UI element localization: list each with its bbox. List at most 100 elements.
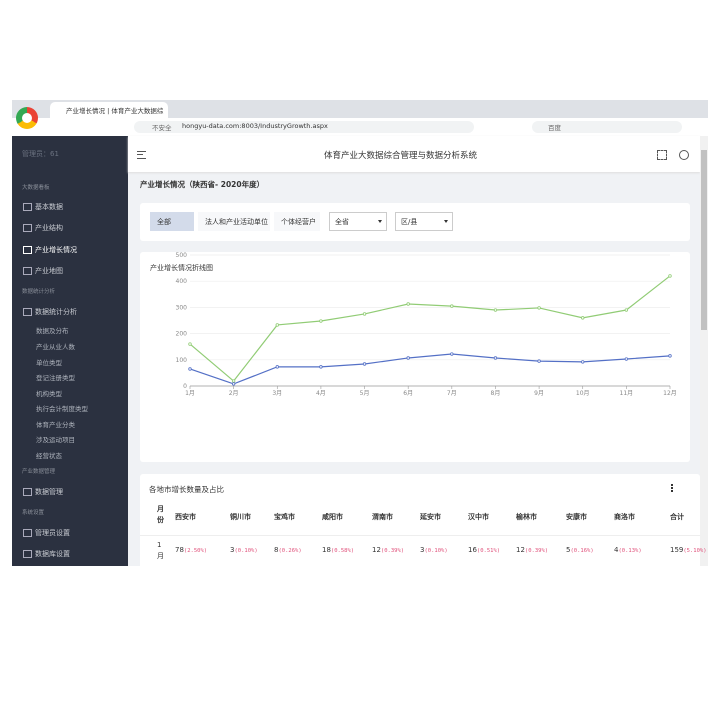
table-card bbox=[140, 474, 700, 566]
column-header: 铜川市 bbox=[230, 513, 251, 521]
menu-toggle[interactable] bbox=[137, 151, 146, 159]
row-label: 1月 bbox=[157, 541, 164, 560]
filter-tab[interactable] bbox=[274, 212, 320, 231]
column-header: 合计 bbox=[670, 513, 684, 521]
submenu-item[interactable]: 登记注册类型 bbox=[36, 374, 75, 382]
user-label: 管理员：61 bbox=[22, 150, 59, 158]
cell-count: 12 bbox=[516, 546, 525, 554]
menu-icon bbox=[23, 246, 32, 254]
section-title: 产业数据管理 bbox=[22, 469, 56, 475]
tab[interactable] bbox=[50, 102, 168, 118]
column-header: 榆林市 bbox=[516, 513, 537, 521]
menu-item[interactable]: 数据统计分析 bbox=[35, 308, 77, 316]
menu-icon bbox=[23, 267, 32, 275]
select-value[interactable]: 区/县 bbox=[401, 218, 418, 226]
menu-item[interactable]: 产业地图 bbox=[35, 267, 63, 275]
x-tick-label: 12月 bbox=[663, 390, 677, 397]
menu-icon bbox=[23, 203, 32, 211]
table-cell: 12(0.39%) bbox=[516, 546, 548, 554]
url-field[interactable] bbox=[134, 121, 474, 133]
submenu-item[interactable]: 经营状态 bbox=[36, 452, 62, 460]
menu-item[interactable]: 管理员设置 bbox=[35, 529, 70, 537]
table-cell: 3(0.10%) bbox=[420, 546, 448, 554]
table-cell: 16(0.51%) bbox=[468, 546, 500, 554]
submenu-item[interactable]: 数据及分布 bbox=[36, 327, 69, 335]
submenu-item[interactable]: 涉及运动项目 bbox=[36, 436, 75, 444]
data-point bbox=[319, 365, 323, 369]
section-title: 数据统计分析 bbox=[22, 289, 56, 295]
more-button[interactable] bbox=[671, 484, 675, 492]
x-tick-label: 2月 bbox=[229, 390, 239, 397]
menu-icon bbox=[23, 488, 32, 496]
cell-count: 159 bbox=[670, 546, 684, 554]
filter-tab-label[interactable]: 法人和产业活动单位 bbox=[205, 218, 268, 226]
table-cell: 159(5.10%) bbox=[670, 546, 707, 554]
cell-percent: (0.39%) bbox=[380, 548, 405, 554]
cell-count: 5 bbox=[566, 546, 571, 554]
menu-item[interactable]: 数据库设置 bbox=[35, 550, 70, 558]
filter-tab-label[interactable]: 个体经营户 bbox=[281, 218, 316, 226]
menu-icon bbox=[23, 308, 32, 316]
url-text[interactable]: hongyu-data.com:8003/IndustryGrowth.aspx bbox=[182, 122, 328, 130]
column-header: 宝鸡市 bbox=[274, 513, 295, 521]
column-header: 月份 bbox=[157, 505, 164, 524]
browser-window: 产业增长情况折线图 0 100 200 300 400 500 1月 2月 3月 4月 5月 6月 7月 8… bbox=[12, 100, 708, 566]
page-title: 产业增长情况（陕西省- 2020年度） bbox=[140, 180, 265, 189]
search-engine: 百度 bbox=[548, 124, 561, 132]
data-point bbox=[493, 356, 498, 360]
cell-percent: (0.16%) bbox=[570, 548, 594, 554]
select-value[interactable]: 全省 bbox=[335, 218, 349, 226]
x-tick-label: 1月 bbox=[185, 390, 195, 397]
cell-percent: (5.10%) bbox=[683, 548, 707, 554]
filter-tab-label[interactable]: 全部 bbox=[157, 218, 171, 226]
menu-item[interactable]: 基本数据 bbox=[35, 203, 63, 211]
x-tick-label: 6月 bbox=[403, 390, 413, 397]
search-field[interactable] bbox=[532, 121, 682, 133]
table-cell: 3(0.10%) bbox=[230, 546, 258, 554]
menu-icon bbox=[23, 550, 32, 558]
submenu-item[interactable]: 产业从业人数 bbox=[36, 343, 75, 351]
menu-item[interactable]: 产业增长情况 bbox=[35, 246, 77, 254]
system-title: 体育产业大数据综合管理与数据分析系统 bbox=[324, 151, 478, 161]
menu-item[interactable]: 数据管理 bbox=[35, 488, 63, 496]
column-header: 商洛市 bbox=[614, 513, 635, 521]
data-point bbox=[406, 302, 410, 306]
cell-percent: (2.50%) bbox=[183, 548, 208, 554]
data-point bbox=[581, 360, 585, 364]
data-point bbox=[188, 367, 192, 371]
menu-item[interactable]: 产业结构 bbox=[35, 224, 63, 232]
cell-percent: (0.51%) bbox=[476, 548, 501, 554]
cell-percent: (0.39%) bbox=[524, 548, 549, 554]
submenu-item[interactable]: 执行会计制度类型 bbox=[36, 405, 88, 413]
browser-logo bbox=[16, 107, 38, 129]
x-tick-label: 7月 bbox=[447, 390, 457, 397]
select[interactable] bbox=[329, 212, 387, 231]
select[interactable] bbox=[395, 212, 453, 231]
fullscreen-button[interactable] bbox=[657, 150, 667, 160]
x-tick-label: 4月 bbox=[316, 390, 326, 397]
submenu-item[interactable]: 体育产业分类 bbox=[36, 421, 75, 429]
series-line bbox=[189, 353, 671, 385]
table-cell: 12(0.39%) bbox=[372, 546, 404, 554]
cell-count: 18 bbox=[322, 546, 331, 554]
filter-tab[interactable] bbox=[150, 212, 194, 231]
line-chart: 产业增长情况折线图 0 100 200 300 400 500 1月 2月 3月 4月 5月 6月 7月 8… bbox=[150, 252, 677, 397]
column-header: 咸阳市 bbox=[322, 513, 343, 521]
y-tick-label: 400 bbox=[176, 278, 188, 285]
submenu-item[interactable]: 单位类型 bbox=[36, 359, 62, 367]
column-header: 渭南市 bbox=[372, 513, 393, 521]
cell-percent: (0.13%) bbox=[618, 548, 642, 554]
tab-title[interactable]: 产业增长情况 | 体育产业大数据综 bbox=[66, 107, 164, 115]
settings-button[interactable] bbox=[679, 150, 689, 160]
series-line bbox=[189, 275, 671, 382]
data-point bbox=[624, 308, 629, 312]
filter-tab[interactable] bbox=[198, 212, 270, 231]
x-tick-label: 11月 bbox=[620, 390, 634, 397]
submenu-item[interactable]: 机构类型 bbox=[36, 390, 62, 398]
table-title: 各地市增长数量及占比 bbox=[149, 485, 224, 494]
cell-percent: (0.10%) bbox=[234, 548, 258, 554]
y-tick-label: 500 bbox=[176, 252, 188, 259]
data-point bbox=[275, 365, 279, 369]
cell-count: 8 bbox=[274, 546, 279, 554]
